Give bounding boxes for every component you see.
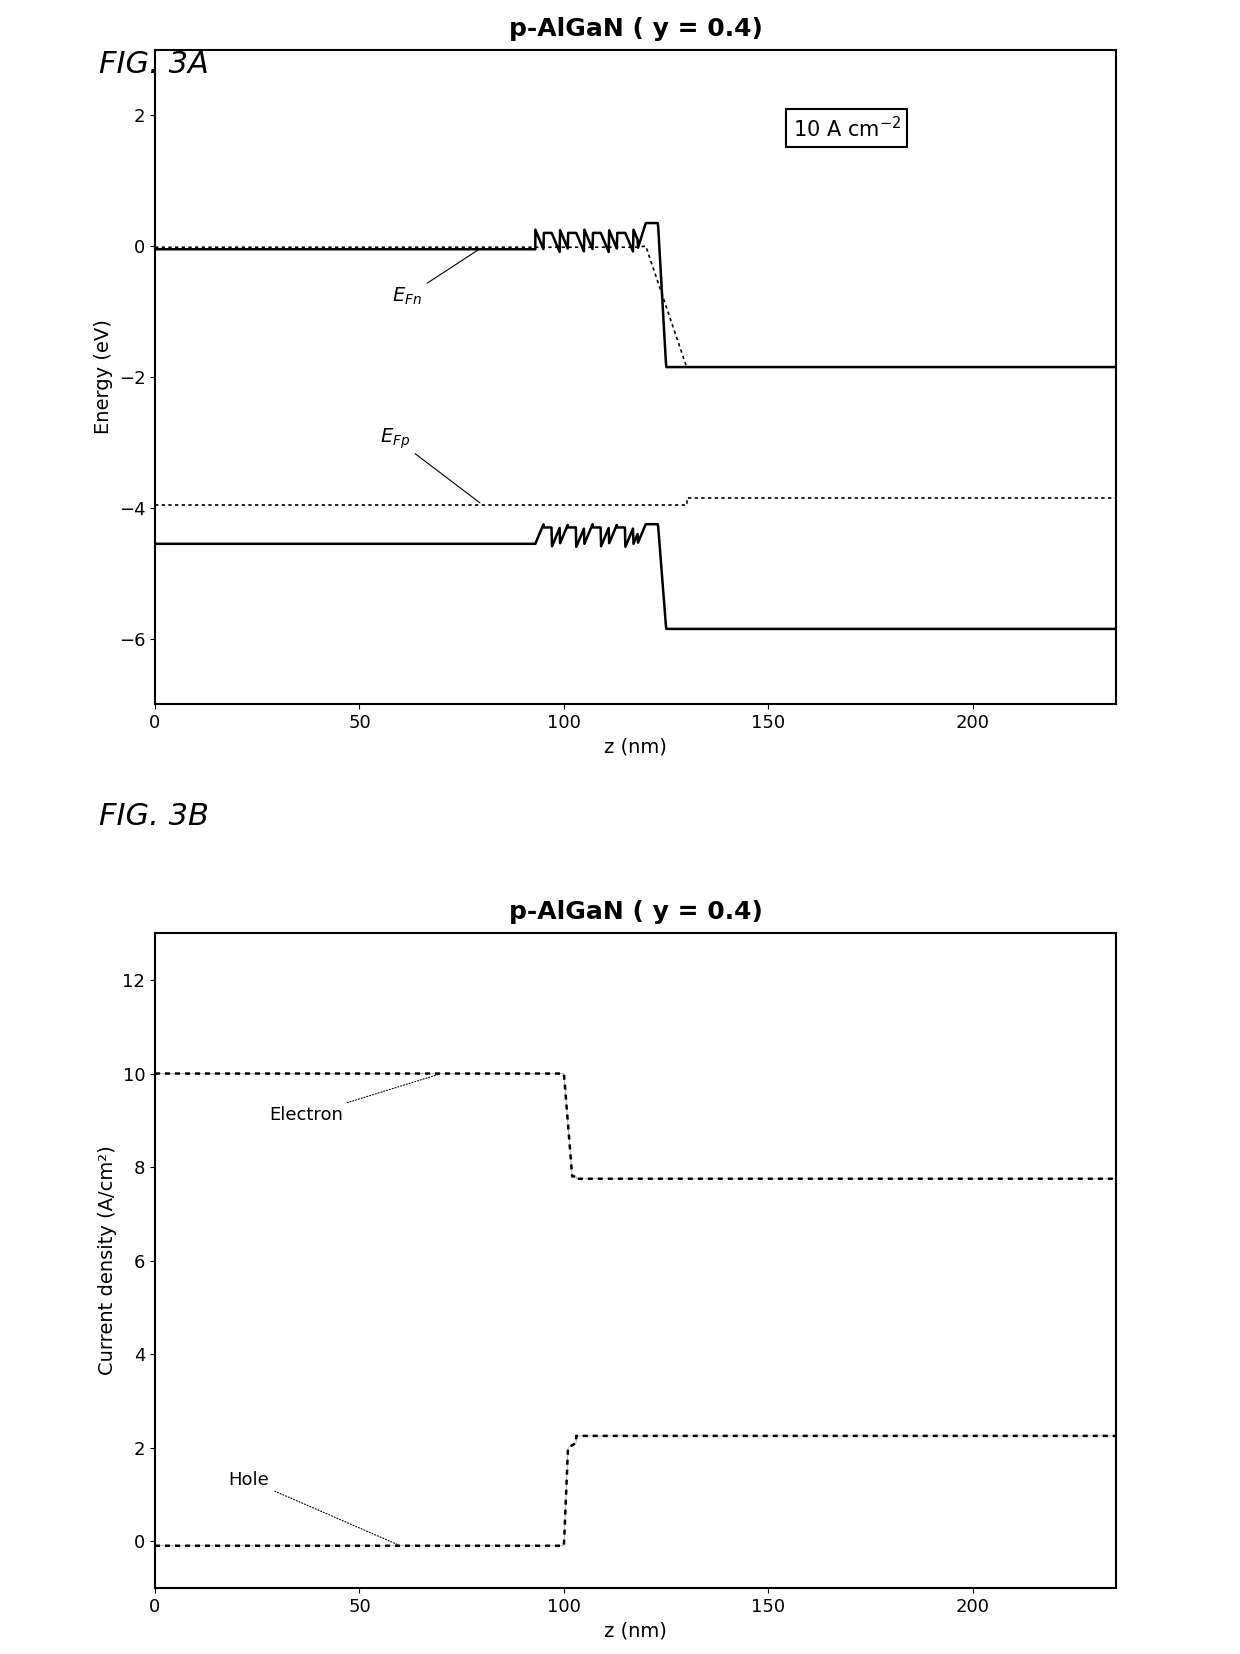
Text: Electron: Electron	[269, 1075, 439, 1125]
Text: $10\ \mathrm{A\ cm^{-2}}$: $10\ \mathrm{A\ cm^{-2}}$	[792, 116, 901, 141]
Text: FIG. 3A: FIG. 3A	[99, 50, 210, 79]
Text: $E_{Fn}$: $E_{Fn}$	[392, 248, 480, 308]
Title: p-AlGaN ( y = 0.4): p-AlGaN ( y = 0.4)	[508, 17, 763, 41]
Text: Hole: Hole	[228, 1470, 398, 1545]
Text: FIG. 3B: FIG. 3B	[99, 802, 210, 832]
Title: p-AlGaN ( y = 0.4): p-AlGaN ( y = 0.4)	[508, 900, 763, 925]
Text: $E_{Fp}$: $E_{Fp}$	[379, 427, 480, 503]
X-axis label: z (nm): z (nm)	[604, 738, 667, 756]
X-axis label: z (nm): z (nm)	[604, 1621, 667, 1641]
Y-axis label: Current density (A/cm²): Current density (A/cm²)	[98, 1146, 117, 1376]
Y-axis label: Energy (eV): Energy (eV)	[94, 319, 113, 435]
